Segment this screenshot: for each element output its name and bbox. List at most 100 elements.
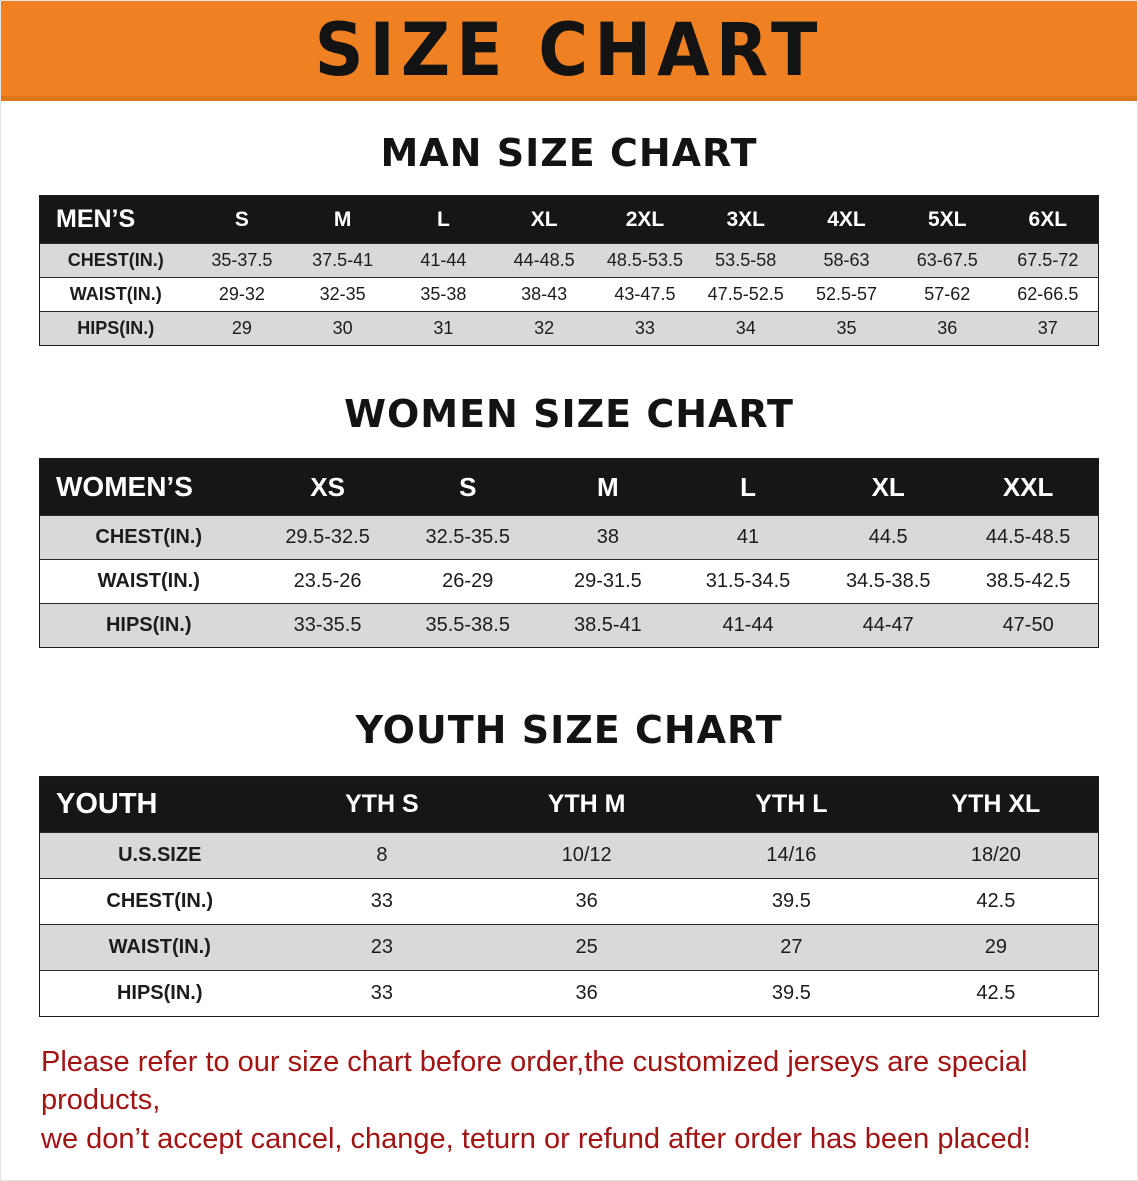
disclaimer-line-2: we don’t accept cancel, change, teturn o…: [41, 1122, 1031, 1155]
size-value-cell: 43-47.5: [594, 277, 696, 312]
size-value-cell: 42.5: [893, 878, 1099, 925]
men-size-table: MEN’S S M L XL 2XL 3XL 4XL 5XL 6XL CHEST(IN.) 35-37…: [39, 195, 1099, 346]
measurement-row: WAIST(IN.) 29-32 32-35 35-38 38-43 43-47.5 47.…: [39, 277, 1099, 312]
row-label-cell: U.S.SIZE: [39, 832, 280, 879]
size-value-cell: 67.5-72: [997, 243, 1099, 278]
measurement-row: CHEST(IN.) 33 36 39.5 42.5: [39, 878, 1099, 925]
size-column-header: M: [292, 195, 394, 244]
size-table-header-row: WOMEN’S XS S M L XL XXL: [39, 458, 1099, 516]
men-section-heading: MAN SIZE CHART: [380, 131, 758, 175]
size-table-header-row: YOUTH YTH S YTH M YTH L YTH XL: [39, 776, 1099, 833]
size-value-cell: 29: [191, 311, 293, 346]
row-label-cell: WAIST(IN.): [39, 277, 192, 312]
banner-title: SIZE CHART: [314, 7, 824, 94]
size-column-header: XS: [257, 458, 398, 516]
size-value-cell: 35-37.5: [191, 243, 293, 278]
measurement-row: HIPS(IN.) 33-35.5 35.5-38.5 38.5-41 41-44 44-…: [39, 603, 1099, 648]
size-value-cell: 23.5-26: [257, 559, 398, 604]
youth-section-heading: YOUTH SIZE CHART: [355, 708, 783, 752]
size-value-cell: 41-44: [393, 243, 494, 278]
size-column-header: YTH XL: [893, 776, 1099, 833]
charts-content: MAN SIZE CHART MEN’S S M L XL 2XL 3XL 4XL 5XL 6XL…: [1, 131, 1137, 1017]
size-value-cell: 37.5-41: [292, 243, 394, 278]
size-value-cell: 29: [893, 924, 1099, 971]
size-value-cell: 42.5: [893, 970, 1099, 1017]
order-disclaimer: Please refer to our size chart before or…: [41, 1043, 1101, 1158]
size-value-cell: 39.5: [689, 878, 894, 925]
size-value-cell: 62-66.5: [997, 277, 1099, 312]
size-value-cell: 39.5: [689, 970, 894, 1017]
youth-size-section: YOUTH SIZE CHART YOUTH YTH S YTH M YTH L YTH…: [1, 708, 1137, 1017]
size-value-cell: 29-31.5: [537, 559, 678, 604]
size-column-header: 3XL: [695, 195, 797, 244]
size-value-cell: 35-38: [393, 277, 494, 312]
size-value-cell: 10/12: [484, 832, 689, 879]
row-label-cell: HIPS(IN.): [39, 311, 192, 346]
size-value-cell: 30: [292, 311, 394, 346]
size-value-cell: 23: [279, 924, 485, 971]
size-value-cell: 58-63: [796, 243, 897, 278]
size-value-cell: 41: [677, 515, 819, 560]
table-title-cell: MEN’S: [39, 195, 192, 244]
size-value-cell: 26-29: [397, 559, 538, 604]
size-value-cell: 32-35: [292, 277, 394, 312]
size-value-cell: 18/20: [893, 832, 1099, 879]
size-value-cell: 34: [695, 311, 797, 346]
size-value-cell: 41-44: [677, 603, 819, 648]
size-column-header: 2XL: [594, 195, 696, 244]
size-column-header: L: [677, 458, 819, 516]
measurement-row: WAIST(IN.) 23.5-26 26-29 29-31.5 31.5-34.5 34…: [39, 559, 1099, 604]
table-title-cell: YOUTH: [39, 776, 280, 833]
measurement-row: U.S.SIZE 8 10/12 14/16 18/20: [39, 832, 1099, 879]
size-value-cell: 38.5-41: [537, 603, 678, 648]
size-value-cell: 38-43: [493, 277, 595, 312]
size-column-header: 6XL: [997, 195, 1099, 244]
size-column-header: YTH S: [279, 776, 485, 833]
size-value-cell: 29-32: [191, 277, 293, 312]
youth-size-table: YOUTH YTH S YTH M YTH L YTH XL U.S.SIZE 8 10/12…: [39, 776, 1099, 1017]
women-size-table: WOMEN’S XS S M L XL XXL CHEST(IN.) 29.5-32.5 32.5…: [39, 458, 1099, 648]
size-column-header: 4XL: [796, 195, 897, 244]
size-value-cell: 36: [896, 311, 998, 346]
size-column-header: M: [537, 458, 678, 516]
size-value-cell: 33: [594, 311, 696, 346]
size-value-cell: 36: [484, 970, 689, 1017]
size-value-cell: 48.5-53.5: [594, 243, 696, 278]
size-column-header: XXL: [958, 458, 1099, 516]
measurement-row: CHEST(IN.) 35-37.5 37.5-41 41-44 44-48.5 48.5…: [39, 243, 1099, 278]
size-value-cell: 31: [393, 311, 494, 346]
row-label-cell: HIPS(IN.): [39, 603, 258, 648]
table-title-cell: WOMEN’S: [39, 458, 258, 516]
size-value-cell: 63-67.5: [896, 243, 998, 278]
size-value-cell: 57-62: [896, 277, 998, 312]
size-value-cell: 27: [689, 924, 894, 971]
size-value-cell: 47.5-52.5: [695, 277, 797, 312]
size-column-header: YTH L: [689, 776, 894, 833]
size-value-cell: 33: [279, 970, 485, 1017]
size-value-cell: 37: [997, 311, 1099, 346]
row-label-cell: CHEST(IN.): [39, 243, 192, 278]
measurement-row: HIPS(IN.) 29 30 31 32 33 34 35 36 37: [39, 311, 1099, 346]
measurement-row: CHEST(IN.) 29.5-32.5 32.5-35.5 38 41 44.5 44.5…: [39, 515, 1099, 560]
size-value-cell: 44.5-48.5: [958, 515, 1099, 560]
women-size-section: WOMEN SIZE CHART WOMEN’S XS S M L XL XXL CHEST(…: [1, 392, 1137, 648]
size-column-header: 5XL: [896, 195, 998, 244]
size-column-header: XL: [818, 458, 959, 516]
size-table-header-row: MEN’S S M L XL 2XL 3XL 4XL 5XL 6XL: [39, 195, 1099, 244]
size-value-cell: 14/16: [689, 832, 894, 879]
size-column-header: S: [397, 458, 538, 516]
size-value-cell: 38: [537, 515, 678, 560]
size-column-header: S: [191, 195, 293, 244]
men-size-section: MAN SIZE CHART MEN’S S M L XL 2XL 3XL 4XL 5XL 6XL…: [1, 131, 1137, 346]
size-value-cell: 52.5-57: [796, 277, 897, 312]
row-label-cell: CHEST(IN.): [39, 515, 258, 560]
disclaimer-line-1: Please refer to our size chart before or…: [41, 1046, 1028, 1117]
row-label-cell: WAIST(IN.): [39, 924, 280, 971]
size-value-cell: 53.5-58: [695, 243, 797, 278]
size-value-cell: 33-35.5: [257, 603, 398, 648]
row-label-cell: CHEST(IN.): [39, 878, 280, 925]
size-value-cell: 8: [279, 832, 485, 879]
size-column-header: XL: [493, 195, 595, 244]
size-value-cell: 38.5-42.5: [958, 559, 1099, 604]
